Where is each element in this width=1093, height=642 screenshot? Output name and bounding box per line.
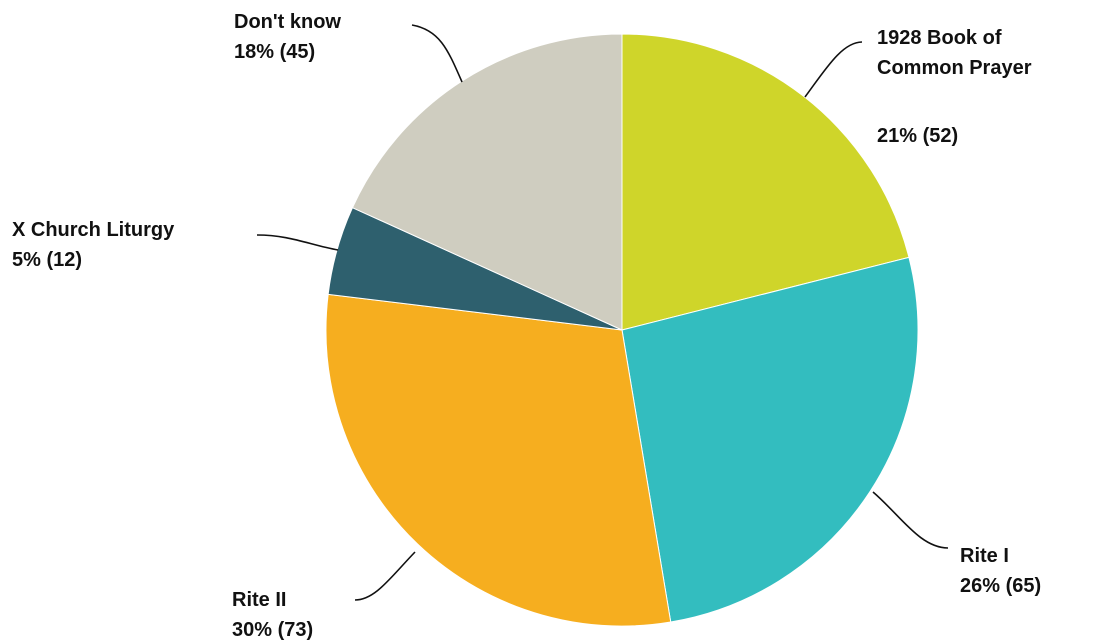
slice-value-x-church-liturgy: 5% (12) <box>12 249 82 271</box>
slice-rite-ii <box>325 293 672 627</box>
slice-label-x-church-liturgy: X Church Liturgy <box>12 219 175 241</box>
slice-value-1928-bcp: 21% (52) <box>877 125 958 147</box>
slice-label-rite-ii: Rite II <box>232 589 286 611</box>
slice-value-rite-i: 26% (65) <box>960 575 1041 597</box>
leader-line-rite-ii <box>354 551 416 601</box>
leader-line-x-church-liturgy <box>256 234 339 251</box>
slice-label-dont-know: Don't know <box>234 11 341 33</box>
slice-value-rite-ii: 30% (73) <box>232 619 313 641</box>
leader-line-rite-i <box>872 491 949 549</box>
leader-line-1928-bcp <box>804 41 863 98</box>
slice-label-rite-i: Rite I <box>960 545 1009 567</box>
pie-slices <box>325 33 919 627</box>
slice-label-1928-bcp: 1928 Book of Common Prayer <box>877 27 1032 79</box>
slice-1928-bcp <box>621 33 910 331</box>
slice-value-dont-know: 18% (45) <box>234 41 315 63</box>
slice-rite-i <box>621 256 919 623</box>
leader-lines <box>256 24 949 601</box>
leader-line-dont-know <box>411 24 463 83</box>
